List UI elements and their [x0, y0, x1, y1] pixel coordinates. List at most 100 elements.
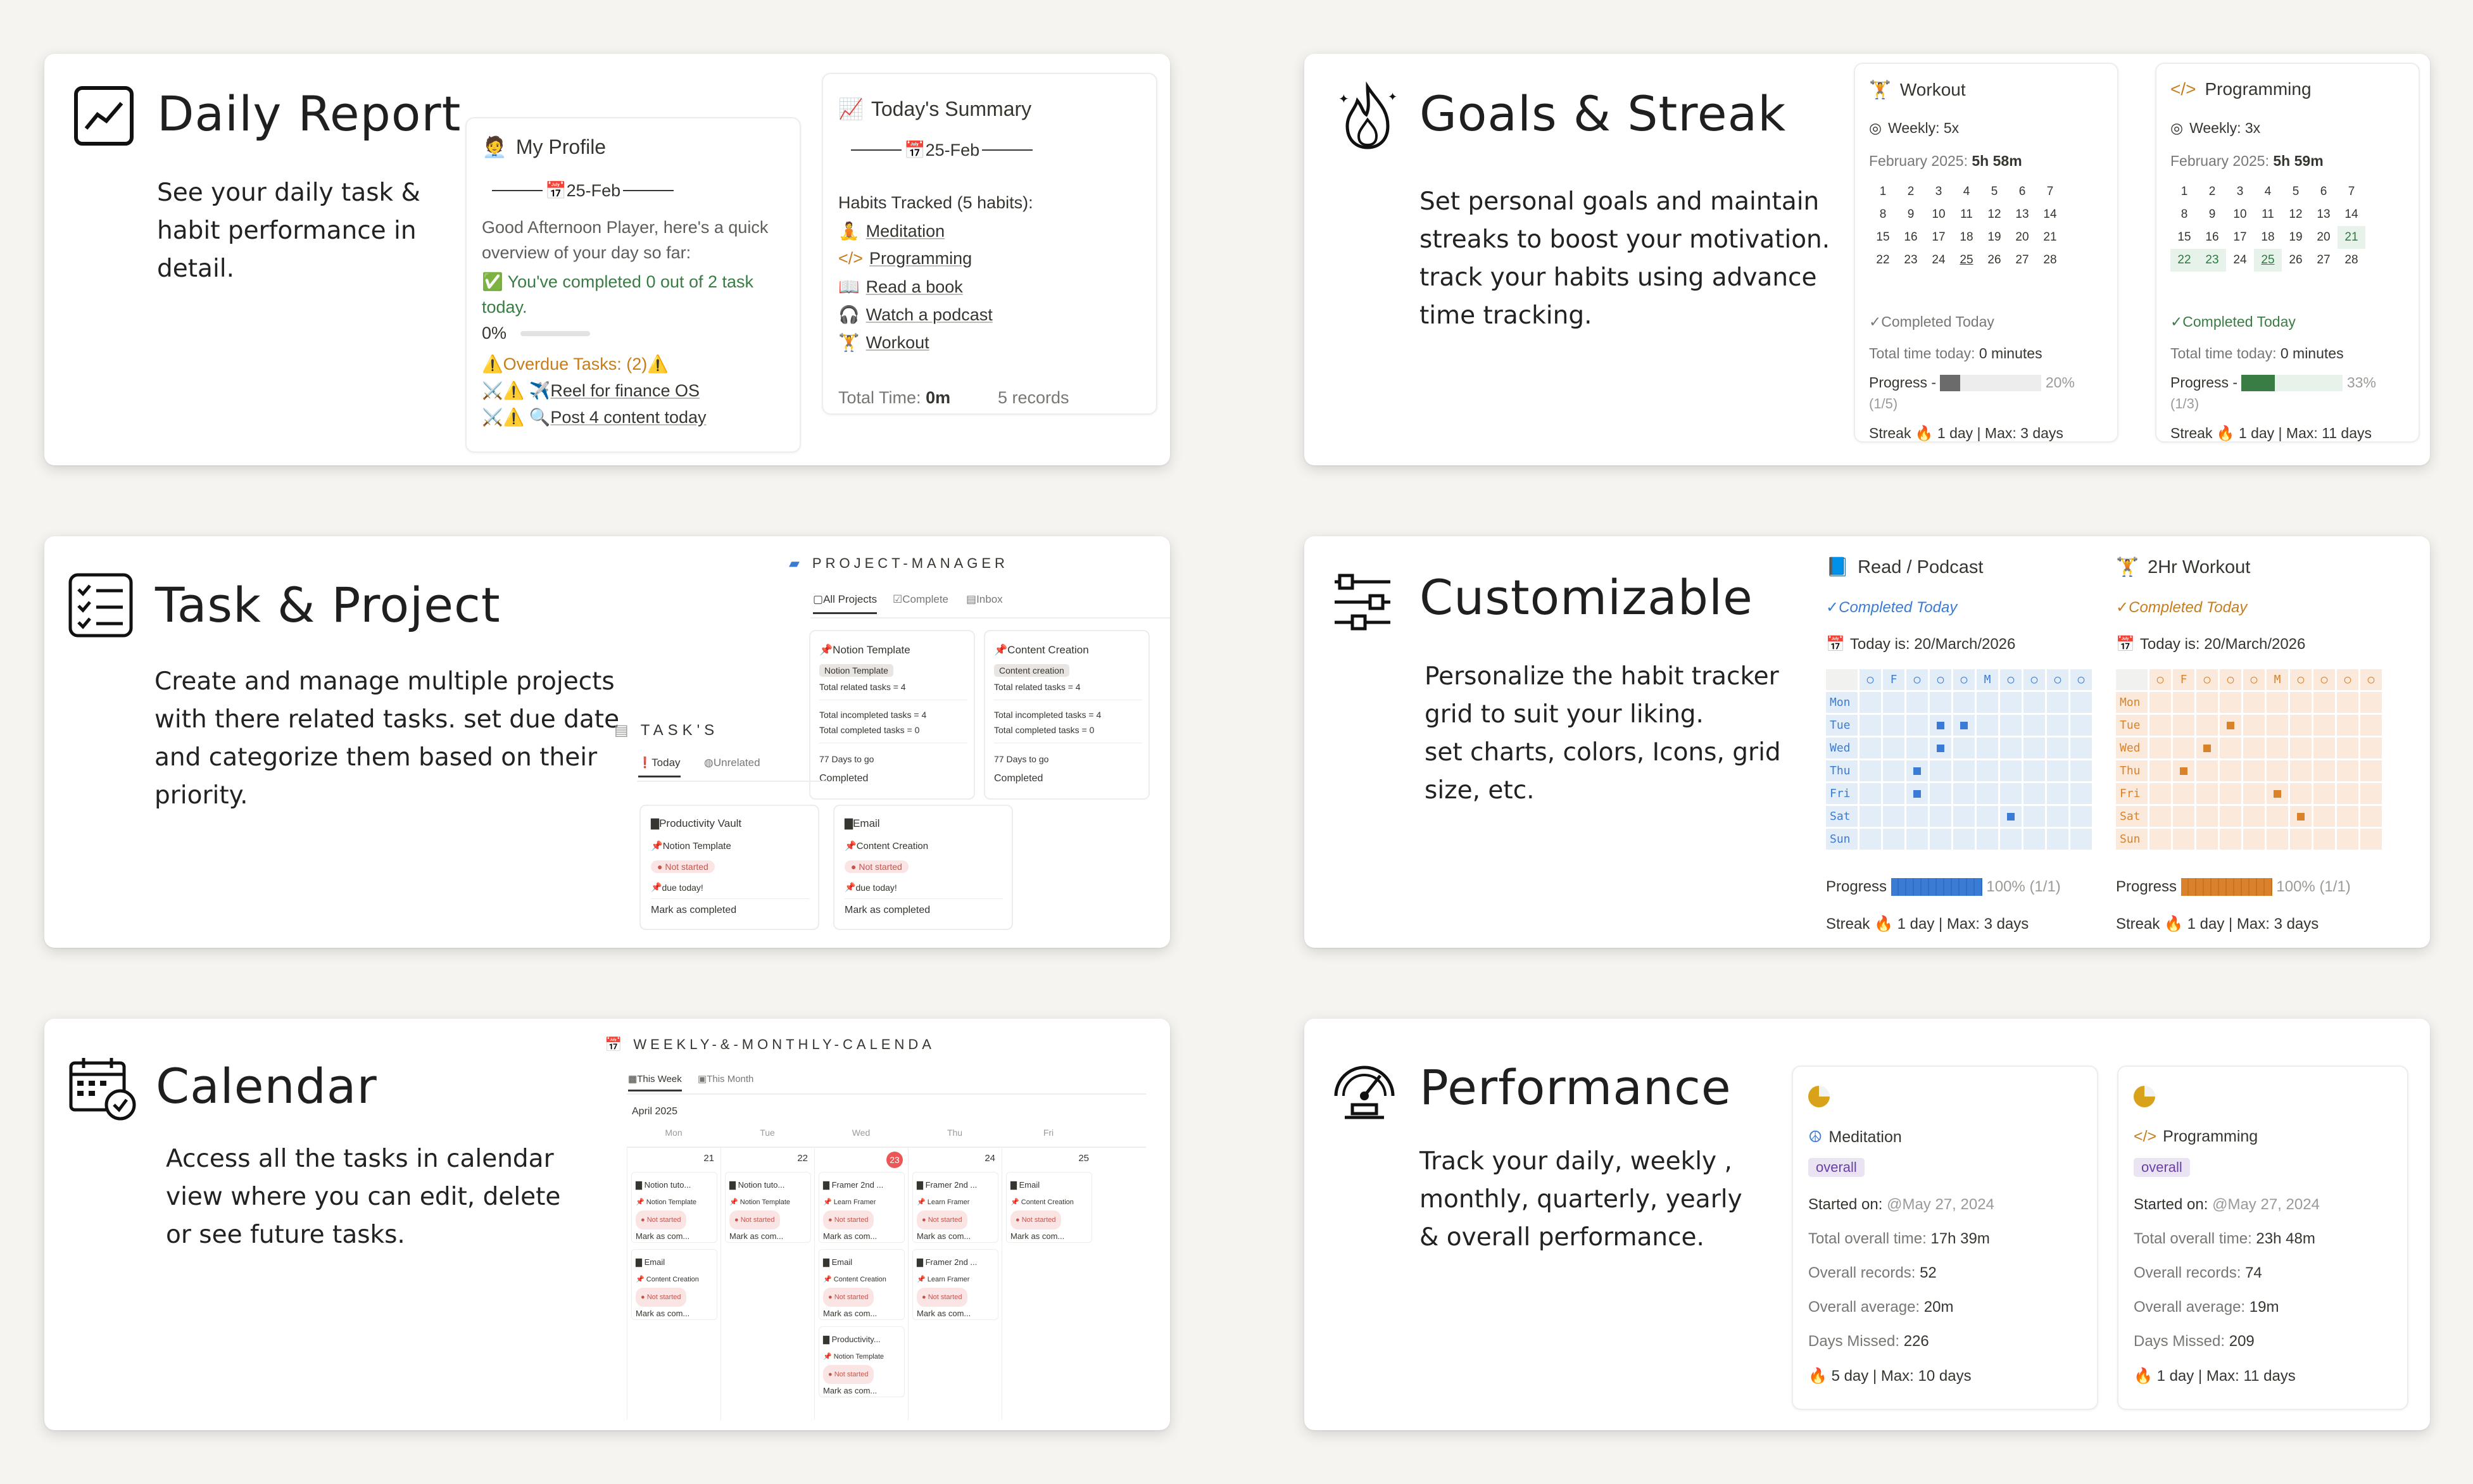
grid-cell[interactable]: [1859, 715, 1881, 736]
mark-completed-button[interactable]: Mark as com...: [823, 1386, 878, 1395]
grid-cell[interactable]: [1883, 829, 1904, 850]
grid-cell[interactable]: [2149, 760, 2171, 781]
grid-cell[interactable]: [1859, 692, 1881, 713]
calendar-task-card[interactable]: ▇ Email 📌 Content Creation ● Not started Ma…: [631, 1249, 717, 1320]
grid-cell[interactable]: [2360, 783, 2382, 804]
grid-cell[interactable]: [1930, 692, 1951, 713]
grid-cell[interactable]: [2070, 829, 2092, 850]
habit-item[interactable]: 📖 Read a book: [838, 277, 963, 297]
grid-cell[interactable]: [2000, 806, 2022, 827]
grid-cell[interactable]: [2000, 715, 2022, 736]
grid-cell[interactable]: [1977, 806, 1998, 827]
grid-cell[interactable]: [2220, 783, 2241, 804]
grid-cell[interactable]: [2023, 760, 2045, 781]
grid-cell[interactable]: [2220, 738, 2241, 758]
grid-cell[interactable]: [2023, 829, 2045, 850]
grid-cell[interactable]: [2290, 806, 2312, 827]
grid-cell[interactable]: [2337, 806, 2358, 827]
grid-cell[interactable]: [1977, 692, 1998, 713]
grid-cell[interactable]: [2360, 692, 2382, 713]
grid-cell[interactable]: [1977, 738, 1998, 758]
habit-item[interactable]: 🏋️ Workout: [838, 332, 929, 353]
grid-cell[interactable]: [2000, 829, 2022, 850]
grid-cell[interactable]: [1977, 829, 1998, 850]
grid-cell[interactable]: [1906, 692, 1928, 713]
calendar-task-card[interactable]: ▇ Framer 2nd ... 📌 Learn Framer ● Not star…: [819, 1172, 905, 1243]
grid-cell[interactable]: [2290, 738, 2312, 758]
grid-cell[interactable]: [1883, 806, 1904, 827]
calendar-task-card[interactable]: ▇ Framer 2nd ... 📌 Learn Framer ● Not star…: [912, 1172, 998, 1243]
grid-cell[interactable]: [1859, 829, 1881, 850]
grid-cell[interactable]: [2313, 806, 2335, 827]
mark-completed-button[interactable]: Mark as com...: [917, 1309, 971, 1318]
grid-cell[interactable]: [1883, 783, 1904, 804]
mark-completed-button[interactable]: Mark as com...: [636, 1309, 690, 1318]
grid-cell[interactable]: [2360, 738, 2382, 758]
grid-cell[interactable]: [2023, 692, 2045, 713]
grid-cell[interactable]: [1953, 829, 1975, 850]
grid-cell[interactable]: [2196, 829, 2218, 850]
grid-cell[interactable]: [1977, 783, 1998, 804]
task-card[interactable]: ▇ Productivity Vault 📌 Notion Template ●…: [639, 805, 819, 930]
grid-cell[interactable]: [1930, 715, 1951, 736]
grid-cell[interactable]: [2360, 715, 2382, 736]
grid-cell[interactable]: [2000, 783, 2022, 804]
grid-cell[interactable]: [2337, 760, 2358, 781]
grid-cell[interactable]: [2313, 829, 2335, 850]
grid-cell[interactable]: [1906, 806, 1928, 827]
grid-cell[interactable]: [2313, 692, 2335, 713]
grid-cell[interactable]: [1953, 738, 1975, 758]
grid-cell[interactable]: [1930, 806, 1951, 827]
grid-cell[interactable]: [2173, 806, 2194, 827]
grid-cell[interactable]: [2220, 829, 2241, 850]
grid-cell[interactable]: [2070, 692, 2092, 713]
grid-cell[interactable]: [2196, 783, 2218, 804]
grid-cell[interactable]: [1859, 806, 1881, 827]
grid-cell[interactable]: [1906, 738, 1928, 758]
grid-cell[interactable]: [1953, 806, 1975, 827]
grid-cell[interactable]: [2173, 715, 2194, 736]
grid-cell[interactable]: [2267, 783, 2288, 804]
grid-cell[interactable]: [1859, 738, 1881, 758]
grid-cell[interactable]: [1906, 829, 1928, 850]
mark-completed-button[interactable]: Mark as completed: [651, 905, 737, 915]
grid-cell[interactable]: [1859, 783, 1881, 804]
grid-cell[interactable]: [1953, 715, 1975, 736]
grid-cell[interactable]: [2243, 715, 2265, 736]
grid-cell[interactable]: [2337, 692, 2358, 713]
grid-cell[interactable]: [1930, 738, 1951, 758]
calendar-task-card[interactable]: ▇ Productivity... 📌 Notion Template ● Not …: [819, 1326, 905, 1397]
grid-cell[interactable]: [2267, 715, 2288, 736]
grid-cell[interactable]: [1977, 715, 1998, 736]
grid-cell[interactable]: [1977, 760, 1998, 781]
grid-cell[interactable]: [2337, 783, 2358, 804]
grid-cell[interactable]: [2267, 829, 2288, 850]
habit-item[interactable]: 🧘 Meditation: [838, 221, 945, 241]
grid-cell[interactable]: [1906, 760, 1928, 781]
grid-cell[interactable]: [1953, 783, 1975, 804]
grid-cell[interactable]: [2149, 738, 2171, 758]
grid-cell[interactable]: [2243, 829, 2265, 850]
calendar-task-card[interactable]: ▇ Framer 2nd ... 📌 Learn Framer ● Not star…: [912, 1249, 998, 1320]
grid-cell[interactable]: [2047, 738, 2068, 758]
grid-cell[interactable]: [2267, 692, 2288, 713]
grid-cell[interactable]: [2023, 806, 2045, 827]
grid-cell[interactable]: [2173, 760, 2194, 781]
calendar-task-card[interactable]: ▇ Notion tuto... 📌 Notion Template ● Not s…: [631, 1172, 717, 1243]
grid-cell[interactable]: [2149, 715, 2171, 736]
grid-cell[interactable]: [1953, 760, 1975, 781]
grid-cell[interactable]: [2220, 806, 2241, 827]
tab-this-week[interactable]: ▦ This Week: [628, 1073, 682, 1091]
mark-completed-button[interactable]: Mark as com...: [1010, 1231, 1065, 1241]
grid-cell[interactable]: [2290, 760, 2312, 781]
grid-cell[interactable]: [2313, 715, 2335, 736]
grid-cell[interactable]: [1906, 783, 1928, 804]
mark-completed-button[interactable]: Mark as com...: [917, 1231, 971, 1241]
mark-completed-button[interactable]: Mark as completed: [845, 905, 931, 915]
grid-cell[interactable]: [2000, 760, 2022, 781]
grid-cell[interactable]: [2196, 692, 2218, 713]
mark-completed-button[interactable]: Mark as com...: [636, 1231, 690, 1241]
tab-unrelated[interactable]: ◍ Unrelated: [704, 757, 760, 769]
grid-cell[interactable]: [2149, 829, 2171, 850]
grid-cell[interactable]: [2070, 715, 2092, 736]
